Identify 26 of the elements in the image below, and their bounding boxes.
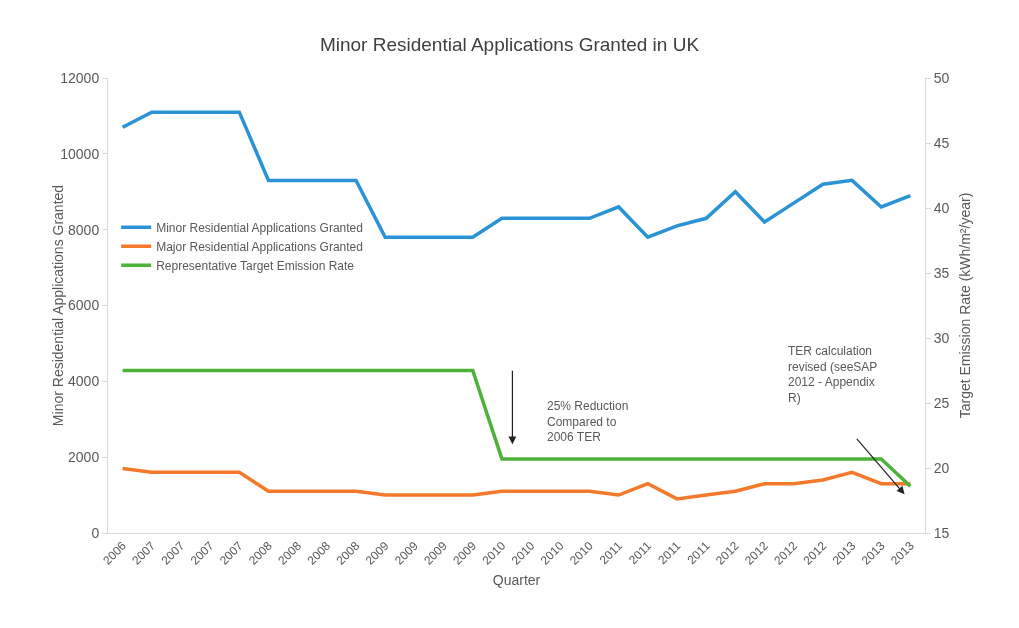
y-tick-label: 12000 [60, 69, 100, 86]
y2-tick-label: 40 [933, 199, 950, 216]
legend-label: Minor Residential Applications Granted [156, 221, 363, 236]
y-tick-label: 4000 [68, 373, 100, 390]
annotation: 25% Reduction Compared to 2006 TER [547, 399, 629, 445]
line-series [120, 466, 913, 501]
legend-label: Major Residential Applications Granted [156, 240, 363, 255]
y-tick-label: 0 [91, 524, 100, 541]
y-tick-label: 2000 [68, 449, 100, 466]
y2-tick-label: 15 [933, 524, 950, 541]
legend-label: Representative Target Emission Rate [156, 259, 355, 274]
line-series [120, 110, 913, 239]
y2-tick-label: 20 [933, 459, 950, 476]
y2-tick-label: 30 [933, 329, 950, 346]
y2-tick-label: 25 [933, 394, 950, 411]
y-axis-title: Minor Residential Applications Granted [50, 184, 67, 427]
y-tick-label: 6000 [68, 297, 100, 314]
chart-title: Minor Residential Applications Granted in UK [319, 33, 700, 55]
y-tick-label: 8000 [68, 221, 100, 238]
x-axis-title: Quarter [492, 572, 541, 588]
y-tick-label: 10000 [60, 145, 100, 162]
y2-tick-label: 45 [933, 134, 950, 151]
y2-axis-title: Target Emission Rate (kWh/m²/year) [957, 192, 973, 419]
y2-tick-label: 50 [933, 69, 950, 86]
annotation: TER calculation revised (seeSAP 2012 - Appendix R) [788, 344, 878, 405]
y2-tick-label: 35 [933, 264, 950, 281]
